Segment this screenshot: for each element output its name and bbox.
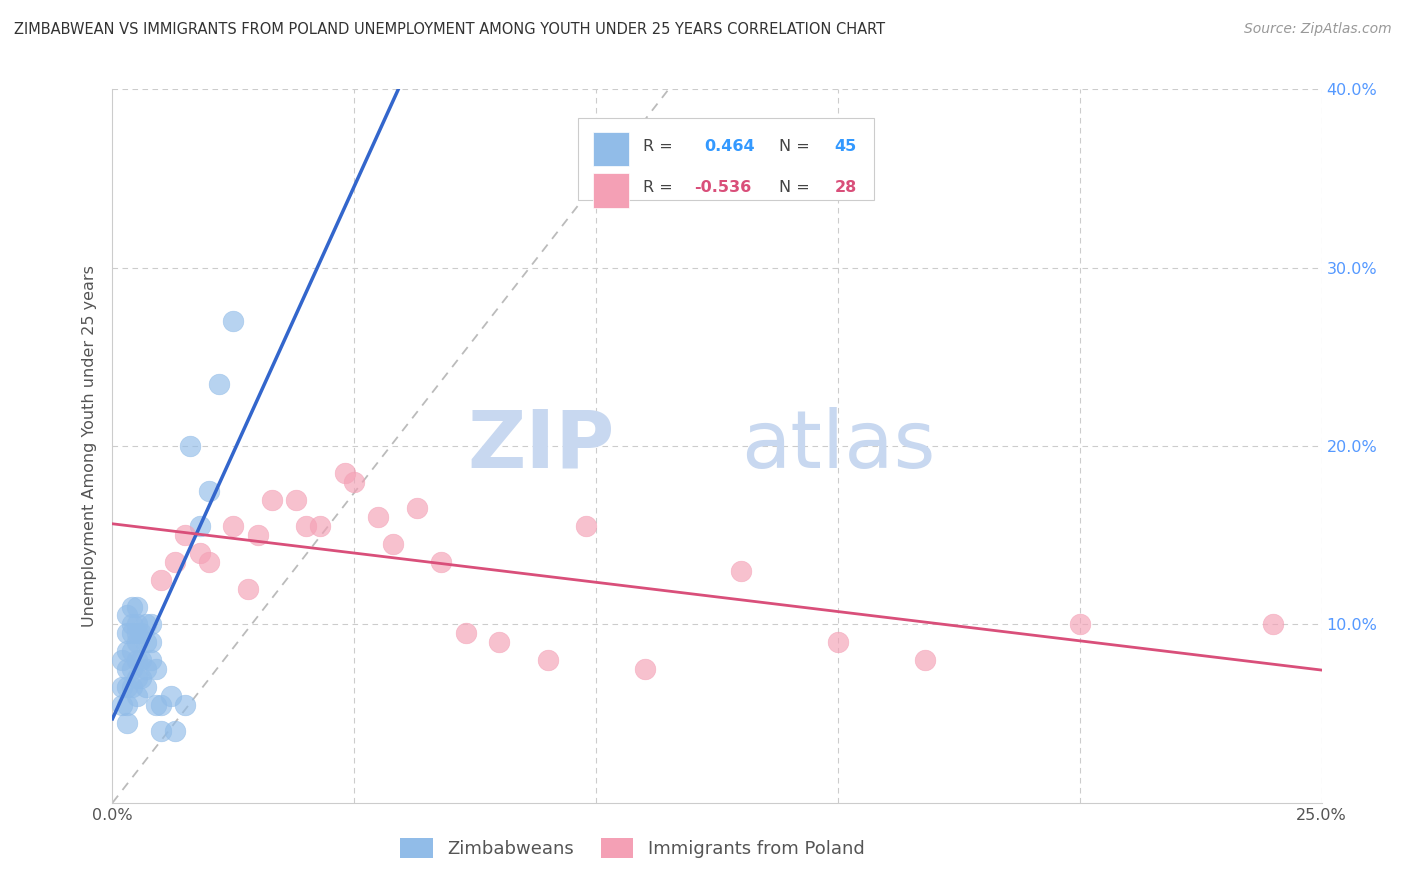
Point xyxy=(115,698,138,712)
Point xyxy=(914,653,936,667)
Point xyxy=(115,662,138,676)
Point xyxy=(125,626,148,640)
Point xyxy=(125,653,148,667)
Point xyxy=(121,626,143,640)
Text: -0.536: -0.536 xyxy=(695,180,751,195)
Point xyxy=(285,492,308,507)
Text: ZIMBABWEAN VS IMMIGRANTS FROM POLAND UNEMPLOYMENT AMONG YOUTH UNDER 25 YEARS COR: ZIMBABWEAN VS IMMIGRANTS FROM POLAND UNE… xyxy=(14,22,886,37)
Y-axis label: Unemployment Among Youth under 25 years: Unemployment Among Youth under 25 years xyxy=(82,265,97,627)
Text: N =: N = xyxy=(779,180,814,195)
Point xyxy=(1069,617,1091,632)
Point xyxy=(141,653,163,667)
Point xyxy=(111,680,134,694)
Text: atlas: atlas xyxy=(741,407,935,485)
Point xyxy=(188,546,211,560)
Point xyxy=(135,617,157,632)
Point xyxy=(430,555,453,569)
Point xyxy=(633,662,655,676)
Point xyxy=(382,537,405,551)
Point xyxy=(262,492,284,507)
Point xyxy=(149,724,172,739)
Text: 45: 45 xyxy=(834,139,856,153)
FancyBboxPatch shape xyxy=(578,118,875,200)
Point xyxy=(135,680,157,694)
Point xyxy=(115,644,138,658)
Point xyxy=(827,635,849,649)
Point xyxy=(333,466,356,480)
Text: 0.464: 0.464 xyxy=(704,139,755,153)
Point xyxy=(309,519,332,533)
Point xyxy=(135,635,157,649)
FancyBboxPatch shape xyxy=(592,132,628,166)
Point xyxy=(121,599,143,614)
Point xyxy=(131,626,153,640)
Text: 28: 28 xyxy=(834,180,856,195)
Point xyxy=(115,680,138,694)
Point xyxy=(208,376,231,391)
Point xyxy=(121,617,143,632)
Point xyxy=(236,582,259,596)
Point xyxy=(115,715,138,730)
Point xyxy=(125,671,148,685)
Legend: Zimbabweans, Immigrants from Poland: Zimbabweans, Immigrants from Poland xyxy=(401,838,865,858)
Point xyxy=(115,608,138,623)
Text: R =: R = xyxy=(644,139,678,153)
Point xyxy=(730,564,752,578)
Point xyxy=(367,510,389,524)
Point xyxy=(174,698,197,712)
Point xyxy=(125,617,148,632)
Point xyxy=(121,680,143,694)
Point xyxy=(111,653,134,667)
Point xyxy=(125,599,148,614)
Point xyxy=(125,635,148,649)
Point xyxy=(145,662,167,676)
Point xyxy=(131,653,153,667)
Point xyxy=(125,689,148,703)
Point xyxy=(174,528,197,542)
Point xyxy=(222,519,245,533)
Point xyxy=(406,501,429,516)
Point xyxy=(537,653,560,667)
Point xyxy=(246,528,269,542)
FancyBboxPatch shape xyxy=(592,173,628,208)
Point xyxy=(141,635,163,649)
Point xyxy=(115,626,138,640)
Point xyxy=(121,662,143,676)
Text: Source: ZipAtlas.com: Source: ZipAtlas.com xyxy=(1244,22,1392,37)
Point xyxy=(111,698,134,712)
Point xyxy=(188,519,211,533)
Point xyxy=(454,626,477,640)
Point xyxy=(179,439,201,453)
Point xyxy=(222,314,245,328)
Point xyxy=(198,555,221,569)
Point xyxy=(141,617,163,632)
Point xyxy=(343,475,366,489)
Text: N =: N = xyxy=(779,139,814,153)
Point xyxy=(1263,617,1285,632)
Text: ZIP: ZIP xyxy=(467,407,614,485)
Point xyxy=(575,519,598,533)
Point xyxy=(145,698,167,712)
Point xyxy=(295,519,318,533)
Point xyxy=(488,635,510,649)
Point xyxy=(198,483,221,498)
Point xyxy=(165,724,187,739)
Text: R =: R = xyxy=(644,180,678,195)
Point xyxy=(131,671,153,685)
Point xyxy=(149,698,172,712)
Point xyxy=(135,662,157,676)
Point xyxy=(159,689,181,703)
Point xyxy=(121,644,143,658)
Point xyxy=(165,555,187,569)
Point xyxy=(149,573,172,587)
